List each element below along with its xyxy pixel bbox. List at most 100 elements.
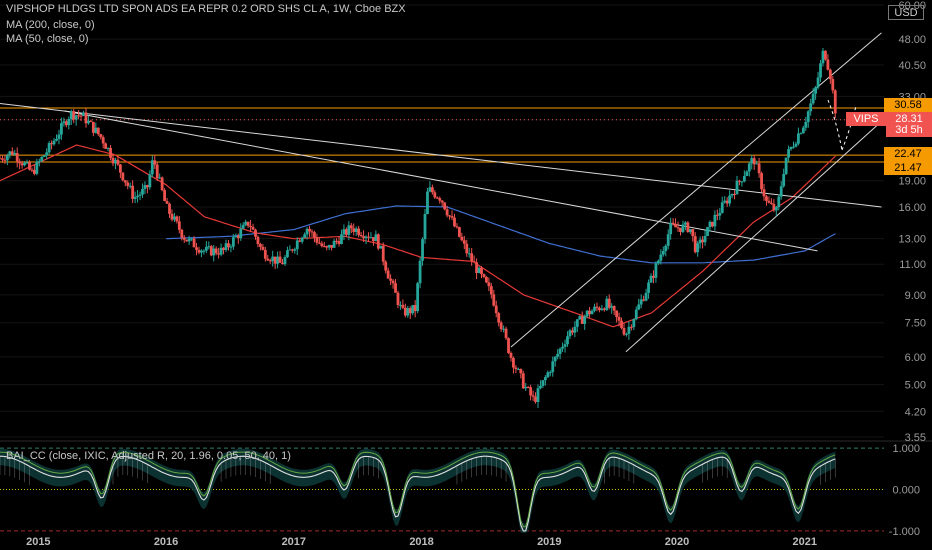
candle-body	[3, 159, 7, 161]
indicator-reference-lines	[0, 447, 884, 532]
candle-body	[180, 229, 184, 238]
candle-body	[566, 336, 569, 345]
candle-body	[620, 320, 623, 329]
candle-body	[777, 196, 781, 208]
candle-body	[229, 246, 233, 248]
candle-body	[612, 306, 616, 311]
candle-body	[750, 158, 754, 164]
candle-body	[204, 246, 208, 251]
y-tick-label: 13.00	[898, 234, 926, 246]
candle-body	[718, 212, 722, 216]
candle-body	[416, 283, 420, 312]
candle-body	[735, 180, 739, 195]
candle-body	[249, 225, 252, 227]
candle-body	[804, 121, 808, 128]
candle-body	[379, 245, 383, 249]
candle-body	[317, 242, 321, 244]
candle-body	[767, 200, 771, 203]
candle-body	[688, 229, 692, 233]
candle-body	[347, 225, 351, 235]
trendline	[510, 32, 882, 348]
candle-body	[455, 226, 459, 228]
candle-body	[327, 245, 331, 248]
candle-body	[396, 292, 400, 306]
indicator-tick-label: 0.000	[892, 485, 920, 497]
candles	[0, 47, 837, 409]
candle-body	[177, 221, 181, 230]
candle-body	[755, 163, 759, 165]
candle-body	[0, 158, 2, 160]
candle-body	[308, 228, 311, 232]
candle-body	[192, 238, 196, 248]
candle-body	[106, 147, 110, 149]
candle-body	[82, 112, 85, 117]
candle-body	[325, 246, 329, 248]
currency-button[interactable]: USD	[888, 5, 924, 20]
candle-body	[507, 338, 510, 353]
candle-body	[1, 158, 4, 160]
candle-body	[482, 274, 486, 277]
indicator-legend[interactable]: BAI_CC (close, IXIC, Adjusted R, 20, 1.9…	[6, 450, 291, 462]
candle-body	[632, 319, 636, 328]
grid	[0, 4, 932, 442]
candle-body	[271, 256, 275, 262]
candle-body	[143, 185, 147, 189]
candle-body	[60, 123, 63, 135]
candle-body	[256, 236, 260, 245]
y-tick-label: 7.50	[905, 318, 926, 330]
candle-body	[254, 229, 257, 237]
candle-body	[313, 232, 316, 238]
candle-body	[126, 182, 130, 186]
candle-body	[197, 249, 201, 253]
candle-body	[433, 192, 437, 198]
candle-body	[679, 227, 682, 232]
candle-body	[386, 270, 390, 279]
candle-body	[374, 234, 378, 242]
ma200-legend[interactable]: MA (200, close, 0)	[6, 19, 95, 31]
candle-body	[757, 163, 761, 174]
candle-body	[428, 187, 432, 192]
candle-body	[738, 180, 741, 182]
candle-body	[642, 299, 646, 301]
candle-body	[37, 161, 41, 163]
candle-body	[231, 237, 235, 247]
ma50-legend[interactable]: MA (50, close, 0)	[6, 33, 89, 45]
candle-body	[25, 162, 29, 164]
candle-body	[693, 236, 697, 253]
y-tick-label: 19.00	[898, 176, 926, 188]
candle-body	[300, 237, 304, 242]
candle-body	[94, 127, 98, 133]
candle-body	[828, 69, 832, 80]
candle-body	[244, 221, 248, 225]
candle-body	[769, 202, 773, 204]
candle-body	[615, 310, 619, 317]
candle-body	[330, 245, 334, 248]
candle-body	[246, 221, 250, 226]
candle-body	[35, 161, 39, 174]
candle-body	[521, 373, 525, 389]
candle-body	[8, 151, 12, 156]
candle-body	[551, 361, 555, 373]
candle-body	[99, 134, 103, 138]
candle-body	[114, 159, 117, 164]
indicator-tick-label: -1.000	[889, 526, 920, 538]
candle-body	[806, 111, 810, 122]
candle-body	[20, 163, 24, 166]
candle-body	[553, 356, 557, 362]
candle-body	[150, 160, 154, 175]
x-tick-label: 2016	[154, 536, 178, 548]
candle-body	[652, 275, 655, 278]
candle-body	[833, 90, 837, 114]
candle-body	[779, 186, 783, 197]
candle-body	[669, 222, 673, 235]
candle-body	[391, 280, 395, 284]
candle-body	[384, 261, 388, 271]
candle-body	[568, 330, 572, 337]
candle-body	[578, 316, 582, 320]
candle-body	[691, 229, 695, 237]
candle-body	[529, 387, 533, 396]
candle-body	[32, 169, 36, 174]
candle-body	[602, 308, 606, 310]
candle-body	[647, 282, 650, 293]
